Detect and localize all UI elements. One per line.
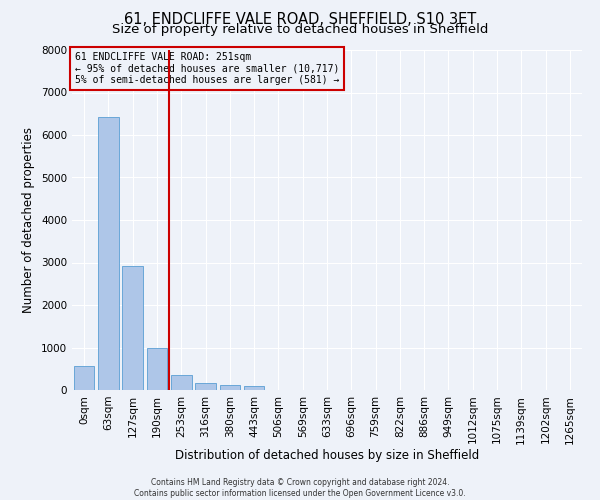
Bar xyxy=(195,382,216,390)
Text: 61 ENDCLIFFE VALE ROAD: 251sqm
← 95% of detached houses are smaller (10,717)
5% : 61 ENDCLIFFE VALE ROAD: 251sqm ← 95% of … xyxy=(74,52,339,85)
Y-axis label: Number of detached properties: Number of detached properties xyxy=(22,127,35,313)
Bar xyxy=(98,116,119,390)
Bar xyxy=(220,385,240,390)
Text: 61, ENDCLIFFE VALE ROAD, SHEFFIELD, S10 3ET: 61, ENDCLIFFE VALE ROAD, SHEFFIELD, S10 … xyxy=(124,12,476,28)
Bar xyxy=(74,366,94,390)
Text: Size of property relative to detached houses in Sheffield: Size of property relative to detached ho… xyxy=(112,22,488,36)
Text: Contains HM Land Registry data © Crown copyright and database right 2024.
Contai: Contains HM Land Registry data © Crown c… xyxy=(134,478,466,498)
Bar xyxy=(244,386,265,390)
Bar xyxy=(122,266,143,390)
X-axis label: Distribution of detached houses by size in Sheffield: Distribution of detached houses by size … xyxy=(175,449,479,462)
Bar xyxy=(171,374,191,390)
Bar xyxy=(146,348,167,390)
